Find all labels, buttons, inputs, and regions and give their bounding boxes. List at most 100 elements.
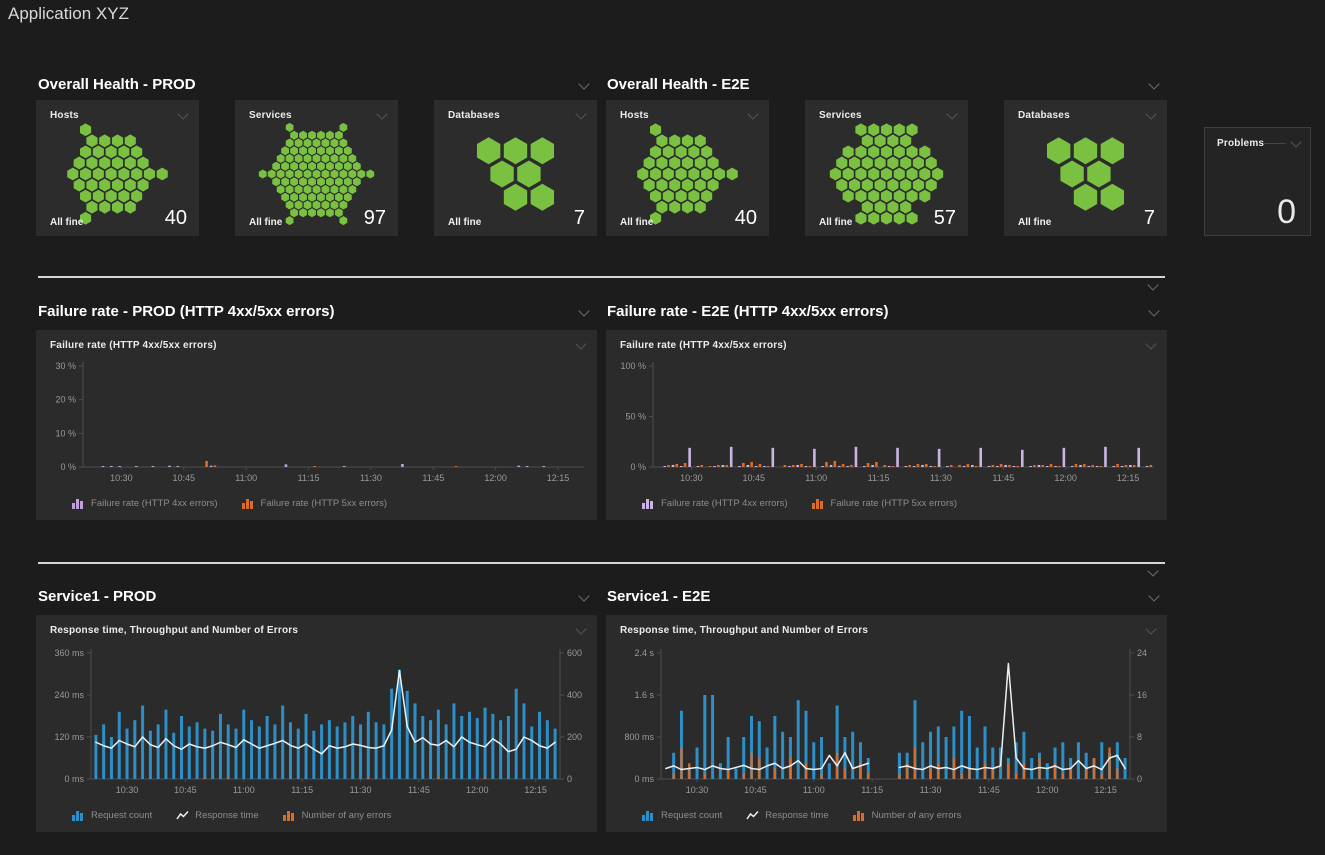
legend-label: Number of any errors [872,810,962,821]
chevron-down-icon[interactable] [1147,279,1158,290]
service1-prod-chart-tile[interactable]: Response time, Throughput and Number of … [36,615,597,832]
failure-rate-e2e-chart-tile[interactable]: Failure rate (HTTP 4xx/5xx errors) 0 %50… [606,330,1167,520]
status-label: All fine [448,217,481,228]
chevron-down-icon[interactable] [575,338,586,349]
dashboard-title: Application XYZ [8,4,129,24]
svg-text:12:15: 12:15 [547,473,570,483]
bar-series-icon [642,810,655,821]
bar-series-icon [812,498,825,509]
health-tile-hosts-prod[interactable]: Hosts All fine40 [36,100,199,236]
service1-prod-chart[interactable]: 0 ms120 ms240 ms360 ms020040060010:3010:… [36,615,597,832]
legend-item[interactable]: Failure rate (HTTP 5xx errors) [242,498,388,509]
svg-text:11:00: 11:00 [805,473,827,483]
section-title: Service1 - PROD [38,588,156,605]
svg-text:200: 200 [567,732,582,742]
chart-legend: Request count Response time Number of any … [642,810,961,821]
chevron-down-icon[interactable] [747,108,758,119]
chevron-down-icon[interactable] [376,108,387,119]
section-title: Overall Health - E2E [607,76,750,93]
chevron-down-icon[interactable] [578,305,589,316]
chart-svg: 0 %10 %20 %30 %10:3010:4511:0011:1511:30… [36,330,597,520]
svg-text:12:00: 12:00 [484,473,507,483]
health-tile-services-prod[interactable]: Services All fine 97 [235,100,398,236]
legend-item[interactable]: Failure rate (HTTP 4xx errors) [72,498,218,509]
chart-title: Failure rate (HTTP 4xx/5xx errors) [50,340,217,351]
legend-item[interactable]: Request count [72,810,152,821]
section-header-failure-prod: Failure rate - PROD (HTTP 4xx/5xx errors… [38,301,588,321]
legend-item[interactable]: Number of any errors [283,810,392,821]
svg-text:1.6 s: 1.6 s [634,690,654,700]
problems-tile[interactable]: Problems 0 [1204,127,1311,236]
legend-item[interactable]: Response time [176,810,258,821]
svg-text:11:00: 11:00 [235,473,257,483]
section-divider [38,562,1165,564]
svg-text:20 %: 20 % [55,395,76,405]
failure-rate-e2e-chart[interactable]: 0 %50 %100 %10:3010:4511:0011:1511:3011:… [606,330,1167,520]
legend-label: Failure rate (HTTP 5xx errors) [831,498,958,509]
svg-text:8: 8 [1137,732,1142,742]
section-header-service1-e2e: Service1 - E2E [607,586,1158,606]
tile-title: Services [819,110,862,121]
legend-item[interactable]: Failure rate (HTTP 4xx errors) [642,498,788,509]
legend-label: Failure rate (HTTP 5xx errors) [261,498,388,509]
bar-series-icon [853,810,866,821]
chart-title: Failure rate (HTTP 4xx/5xx errors) [620,340,787,351]
legend-label: Number of any errors [302,810,392,821]
chevron-down-icon[interactable] [1147,565,1158,576]
legend-item[interactable]: Failure rate (HTTP 5xx errors) [812,498,958,509]
tile-title: Services [249,110,292,121]
service1-e2e-chart[interactable]: 0 ms800 ms1.6 s2.4 s08162410:3010:4511:0… [606,615,1167,832]
svg-text:11:30: 11:30 [930,473,952,483]
section-header-service1-prod: Service1 - PROD [38,586,588,606]
chevron-down-icon[interactable] [177,108,188,119]
svg-text:11:00: 11:00 [803,785,825,795]
svg-text:11:30: 11:30 [360,473,382,483]
health-tile-hosts-e2e[interactable]: Hosts All fine40 [606,100,769,236]
chevron-down-icon[interactable] [575,623,586,634]
svg-text:30 %: 30 % [55,361,76,371]
section-title: Overall Health - PROD [38,76,196,93]
bar-series-icon [242,498,255,509]
chevron-down-icon[interactable] [1290,136,1301,147]
legend-item[interactable]: Response time [746,810,828,821]
tile-title: Databases [448,110,500,121]
chevron-down-icon[interactable] [578,78,589,89]
svg-text:11:45: 11:45 [422,473,444,483]
entity-count: 97 [364,208,386,228]
status-label: All fine [819,217,852,228]
chevron-down-icon[interactable] [1145,108,1156,119]
health-tile-databases-e2e[interactable]: Databases All fine7 [1004,100,1167,236]
failure-rate-prod-chart[interactable]: 0 %10 %20 %30 %10:3010:4511:0011:1511:30… [36,330,597,520]
bar-series-icon [72,498,85,509]
chart-legend: Failure rate (HTTP 4xx errors) Failure ra… [72,498,387,509]
health-tile-databases-prod[interactable]: Databases All fine7 [434,100,597,236]
chevron-down-icon[interactable] [1145,338,1156,349]
legend-item[interactable]: Number of any errors [853,810,962,821]
svg-text:11:30: 11:30 [350,785,372,795]
chevron-down-icon[interactable] [1148,305,1159,316]
chevron-down-icon[interactable] [1145,623,1156,634]
svg-text:10:30: 10:30 [110,473,133,483]
svg-text:10:45: 10:45 [174,785,197,795]
svg-text:24: 24 [1137,648,1147,658]
bar-series-icon [642,498,655,509]
service1-e2e-chart-tile[interactable]: Response time, Throughput and Number of … [606,615,1167,832]
chevron-down-icon[interactable] [1148,590,1159,601]
chevron-down-icon[interactable] [578,590,589,601]
line-series-icon [176,810,189,821]
svg-text:16: 16 [1137,690,1147,700]
legend-item[interactable]: Request count [642,810,722,821]
failure-rate-prod-chart-tile[interactable]: Failure rate (HTTP 4xx/5xx errors) 0 %10… [36,330,597,520]
svg-text:50 %: 50 % [625,412,646,422]
svg-text:10:30: 10:30 [116,785,139,795]
chevron-down-icon[interactable] [946,108,957,119]
svg-text:2.4 s: 2.4 s [634,648,654,658]
status-label: All fine [249,217,282,228]
line-series-icon [746,810,759,821]
health-tile-services-e2e[interactable]: Services All fine57 [805,100,968,236]
chevron-down-icon[interactable] [1148,78,1159,89]
svg-text:0 %: 0 % [630,462,646,472]
tile-title: Hosts [50,110,79,121]
legend-label: Request count [661,810,722,821]
chevron-down-icon[interactable] [575,108,586,119]
